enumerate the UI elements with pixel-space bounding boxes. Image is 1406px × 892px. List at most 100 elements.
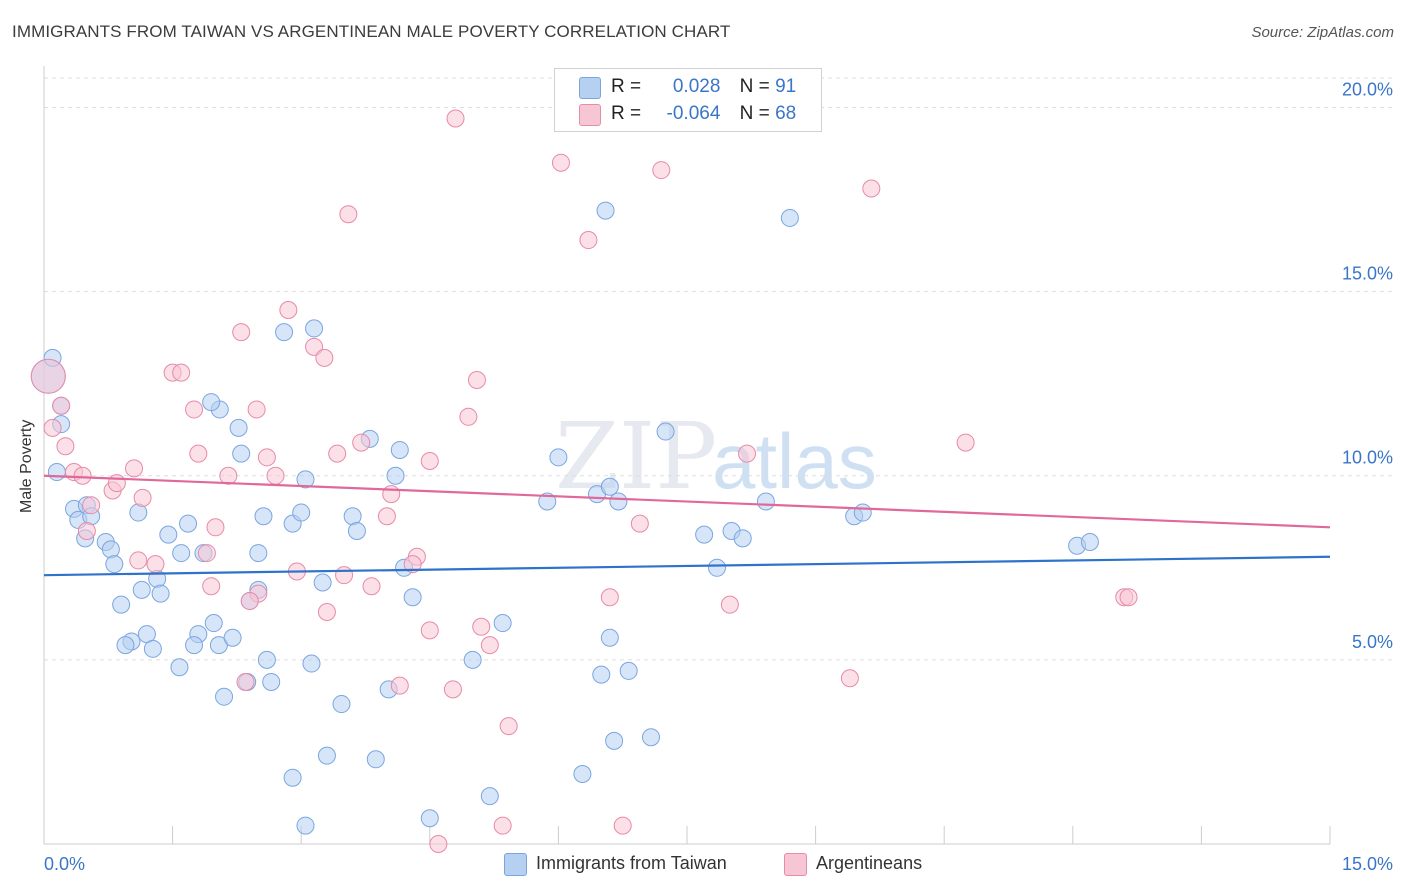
point-argentinean (390, 676, 409, 695)
bottom-legend-label-taiwan: Immigrants from Taiwan (536, 853, 727, 873)
point-argentinean (429, 835, 448, 853)
point-argentinean (840, 669, 859, 688)
point-argentinean (197, 544, 216, 563)
point-argentinean (956, 433, 975, 452)
point-argentinean (403, 555, 422, 574)
point-taiwan (202, 393, 221, 412)
point-argentinean (172, 363, 191, 382)
point-taiwan (708, 558, 727, 577)
y-tick-label: 15.0% (1342, 264, 1393, 284)
point-taiwan (151, 584, 170, 603)
chart-title: IMMIGRANTS FROM TAIWAN VS ARGENTINEAN MA… (12, 22, 731, 41)
point-taiwan (656, 422, 675, 441)
legend-r-label: R = (611, 103, 642, 124)
point-argentinean (1119, 588, 1138, 607)
point-argentinean (305, 337, 324, 356)
point-taiwan (254, 507, 273, 526)
point-taiwan (853, 503, 872, 522)
legend-n-value-argentinean: 68 (775, 103, 797, 124)
point-taiwan (305, 319, 324, 338)
point-argentinean (236, 672, 255, 691)
point-taiwan (573, 765, 592, 784)
point-argentinean (189, 444, 208, 463)
bottom-legend-swatch-taiwan (504, 853, 527, 876)
x-tick-label-min: 0.0% (44, 854, 85, 874)
point-taiwan (185, 636, 204, 655)
point-argentinean (377, 507, 396, 526)
y-axis-title: Male Poverty (18, 419, 35, 513)
point-argentinean (459, 407, 478, 426)
point-taiwan (695, 525, 714, 544)
watermark-zip: ZIP (555, 403, 717, 510)
point-argentinean (499, 717, 518, 736)
legend-swatch-argentinean (579, 104, 601, 126)
point-argentinean (720, 595, 739, 614)
watermark-atlas: atlas (712, 417, 877, 505)
point-argentinean (493, 816, 512, 835)
point-taiwan (209, 636, 228, 655)
point-taiwan (549, 448, 568, 467)
point-argentinean (446, 109, 465, 128)
trendline-taiwan (43, 555, 1331, 577)
point-argentinean (240, 591, 259, 610)
legend-swatch-taiwan (579, 77, 601, 99)
legend-r-value-argentinean: -0.064 (666, 103, 721, 124)
point-argentinean (133, 488, 152, 507)
point-argentinean (317, 602, 336, 621)
legend-n-value-taiwan: 91 (775, 76, 797, 97)
bottom-legend-swatch-argentinean (784, 853, 807, 876)
point-taiwan (596, 201, 615, 220)
point-taiwan (386, 466, 405, 485)
point-argentinean (77, 521, 96, 540)
legend-n-label: N = (739, 76, 770, 97)
point-taiwan (249, 544, 268, 563)
point-argentinean (467, 370, 486, 389)
point-taiwan (223, 628, 242, 647)
point-taiwan (159, 525, 178, 544)
point-argentinean (56, 437, 75, 456)
point-taiwan (480, 787, 499, 806)
point-taiwan (592, 665, 611, 684)
point-taiwan (170, 658, 189, 677)
point-argentinean (52, 396, 71, 415)
point-argentinean (279, 301, 298, 320)
point-argentinean (185, 400, 204, 419)
point-argentinean (862, 179, 881, 198)
point-argentinean (107, 474, 126, 493)
point-argentinean (73, 466, 92, 485)
point-taiwan (600, 477, 619, 496)
point-argentinean (125, 459, 144, 478)
point-taiwan (296, 470, 315, 489)
point-taiwan (493, 614, 512, 633)
point-taiwan (605, 731, 624, 750)
point-taiwan (756, 492, 775, 511)
point-taiwan (317, 746, 336, 765)
point-taiwan (302, 654, 321, 673)
point-argentinean (630, 514, 649, 533)
point-taiwan (47, 463, 66, 482)
point-taiwan (105, 555, 124, 574)
point-argentinean (382, 485, 401, 504)
point-taiwan (600, 628, 619, 647)
point-taiwan (229, 418, 248, 437)
point-taiwan (420, 809, 439, 828)
point-taiwan (132, 580, 151, 599)
point-argentinean (206, 518, 225, 537)
point-taiwan (101, 540, 120, 559)
point-argentinean (30, 358, 66, 394)
point-taiwan (403, 588, 422, 607)
point-argentinean (613, 816, 632, 835)
legend-n-label: N = (739, 103, 770, 124)
point-taiwan (292, 503, 311, 522)
point-taiwan (733, 529, 752, 548)
point-taiwan (296, 816, 315, 835)
point-argentinean (579, 231, 598, 250)
point-argentinean (82, 496, 101, 515)
point-argentinean (480, 636, 499, 655)
y-tick-label: 5.0% (1352, 632, 1393, 652)
point-argentinean (328, 444, 347, 463)
point-taiwan (332, 695, 351, 714)
point-taiwan (366, 750, 385, 769)
legend-r-value-taiwan: 0.028 (672, 76, 721, 97)
point-argentinean (247, 400, 266, 419)
